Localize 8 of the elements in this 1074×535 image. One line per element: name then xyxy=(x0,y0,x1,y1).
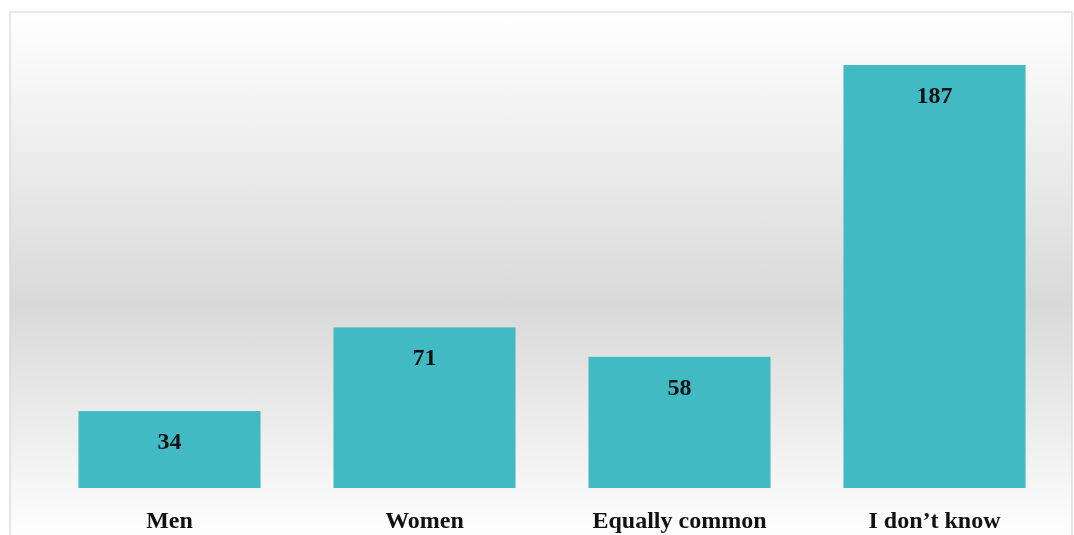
x-tick-label: I don’t know xyxy=(868,507,1002,533)
data-label: 34 xyxy=(157,428,182,455)
data-label: 187 xyxy=(916,82,953,108)
x-tick-label: Men xyxy=(146,507,193,533)
data-label: 58 xyxy=(667,373,692,400)
x-tick-label: Equally common xyxy=(592,507,767,533)
x-tick-label: Women xyxy=(385,507,464,533)
data-label: 71 xyxy=(412,344,437,371)
